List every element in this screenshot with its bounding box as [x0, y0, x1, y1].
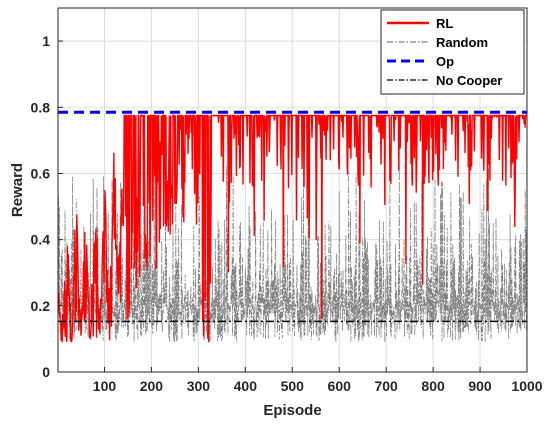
x-tick-label: 400	[234, 378, 258, 394]
plot-area	[58, 110, 527, 343]
x-tick-label: 200	[140, 378, 164, 394]
axis-ticks: 100 200 300 400 500 600 700 800 900 1000 0 0.2 0.4 0.…	[31, 33, 543, 394]
x-tick-label: 900	[468, 378, 492, 394]
x-tick-label: 300	[187, 378, 211, 394]
legend-label: RL	[436, 16, 453, 31]
x-tick-label: 100	[93, 378, 117, 394]
x-tick-label: 800	[421, 378, 445, 394]
series-rl-line	[58, 113, 527, 343]
x-axis-title: Episode	[263, 402, 321, 419]
x-tick-label: 500	[281, 378, 305, 394]
legend-label: Op	[436, 54, 454, 69]
legend-label: No Cooper	[436, 73, 502, 88]
y-tick-label: 0	[42, 364, 50, 380]
x-tick-label: 1000	[511, 378, 542, 394]
x-tick-label: 700	[374, 378, 398, 394]
y-tick-label: 0.6	[31, 165, 51, 181]
y-tick-label: 0.2	[31, 298, 51, 314]
x-tick-label: 600	[328, 378, 352, 394]
y-tick-label: 0.8	[31, 99, 51, 115]
legend-label: Random	[436, 35, 488, 50]
y-tick-label: 0.4	[31, 232, 51, 248]
y-axis-title: Reward	[9, 163, 26, 217]
y-tick-label: 1	[42, 33, 50, 49]
series-random-line	[58, 159, 527, 343]
legend: RL Random Op No Cooper	[380, 9, 525, 95]
